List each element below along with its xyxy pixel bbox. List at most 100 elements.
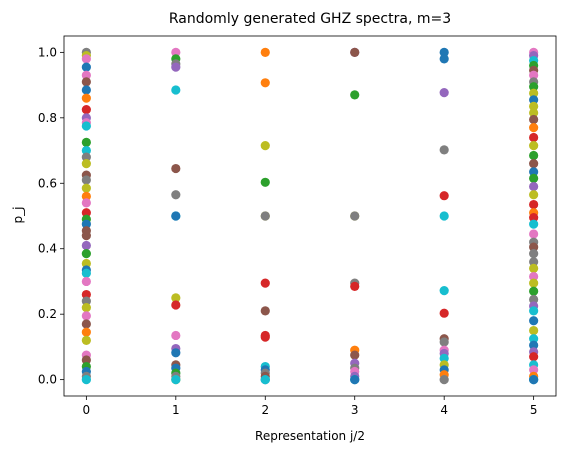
data-point [81,175,91,185]
y-tick-label: 0.8 [38,111,57,125]
data-point [529,271,539,282]
data-point [439,353,449,363]
data-point [529,294,539,305]
data-point [529,173,539,183]
data-point [81,319,91,329]
data-point [81,296,91,306]
y-tick-label: 1.0 [38,45,57,59]
data-point [81,191,91,201]
data-point [529,159,539,169]
data-point [260,375,270,385]
data-point [529,306,539,316]
data-point [529,88,539,98]
data-point [439,47,449,57]
data-point [529,257,539,267]
data-point [171,163,181,174]
data-point [81,183,91,193]
data-point [81,54,91,64]
data-point [529,229,539,239]
points-layer [81,47,539,385]
data-point [439,54,449,64]
data-point [260,177,270,187]
ticks-layer: 0 1 2 3 4 5 0.0 0.2 0.4 0.6 0.8 1.0 [38,45,538,417]
data-point [81,137,91,147]
data-point [529,108,539,118]
data-point [529,316,539,326]
data-point [260,78,270,88]
data-point [529,199,539,210]
data-point [529,123,539,133]
data-point [260,211,270,221]
data-point [81,355,91,365]
data-point [529,242,539,252]
data-point [350,47,360,57]
data-point [439,211,449,221]
data-point [529,82,539,92]
data-point [350,375,360,385]
data-point [260,47,270,57]
data-point [439,337,449,347]
data-point [529,325,539,336]
y-tick-label: 0.0 [38,373,57,387]
data-point [529,278,539,288]
data-point [171,375,181,385]
data-point [529,190,539,200]
data-point [81,311,91,321]
data-point [529,101,539,111]
data-point [529,352,539,362]
data-point [81,93,91,103]
data-point [171,293,181,303]
data-point [260,278,270,288]
data-point [260,306,270,316]
data-point [81,258,91,269]
data-point [81,105,91,115]
data-point [81,303,91,313]
data-point [439,191,449,201]
y-axis-label: p_j [11,207,25,224]
data-point [81,70,91,80]
data-point [171,62,181,72]
data-point [350,90,360,100]
data-point [81,152,91,162]
data-point [81,198,91,208]
data-point [529,375,539,385]
data-point [81,85,91,95]
data-point [529,286,539,296]
data-point [81,249,91,259]
data-point [81,219,91,229]
x-tick-label: 4 [440,403,448,417]
data-point [350,281,360,291]
data-point [81,240,91,251]
data-point [81,62,91,72]
data-point [260,332,270,342]
data-point [171,47,181,57]
data-point [81,77,91,87]
plot-frame [63,35,557,397]
x-tick-label: 2 [261,403,269,417]
data-point [81,276,91,287]
data-point [529,150,539,161]
data-point [350,211,360,221]
data-point [529,95,539,105]
x-tick-label: 1 [172,403,180,417]
y-tick-label: 0.4 [38,242,57,256]
data-point [81,335,91,345]
data-point [81,289,91,300]
data-point [529,114,539,125]
data-point [529,219,539,229]
data-point [171,190,181,200]
y-tick-label: 0.2 [38,307,57,321]
data-point [260,141,270,151]
data-point [529,181,539,192]
data-point [81,145,91,156]
data-point [529,334,539,344]
x-axis-label: Representation j/2 [255,429,365,443]
data-point [171,300,181,310]
data-point [529,249,539,259]
y-tick-label: 0.6 [38,176,57,190]
data-point [529,213,539,223]
data-point [529,167,539,177]
data-point [81,375,91,385]
